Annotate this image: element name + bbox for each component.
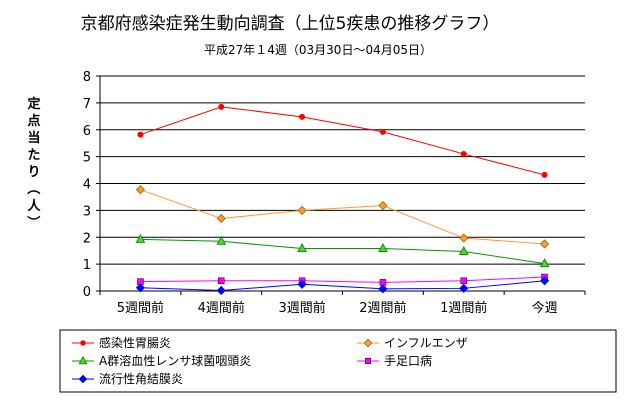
data-point bbox=[297, 242, 307, 253]
legend-label: 感染性胃腸炎 bbox=[99, 335, 171, 350]
legend-item: インフルエンザ bbox=[357, 336, 468, 350]
legend-item: 手足口病 bbox=[357, 353, 432, 368]
data-point bbox=[459, 233, 469, 243]
legend-marker bbox=[78, 355, 88, 365]
y-tick-label: 3 bbox=[83, 204, 91, 219]
data-point bbox=[539, 258, 550, 268]
data-point bbox=[378, 242, 388, 253]
y-axis-label-char: ） bbox=[25, 215, 41, 228]
series-line bbox=[140, 238, 545, 265]
x-tick-label: 3週間前 bbox=[278, 300, 325, 316]
data-point bbox=[135, 283, 145, 293]
legend-marker bbox=[363, 338, 373, 348]
x-tick-label: 5週間前 bbox=[117, 300, 164, 316]
x-tick-label: 今週 bbox=[532, 300, 558, 316]
series-line bbox=[140, 280, 545, 291]
legend-marker bbox=[365, 358, 371, 364]
series-4 bbox=[137, 273, 548, 286]
legend-marker bbox=[78, 374, 88, 384]
y-tick-label: 4 bbox=[83, 178, 91, 193]
data-point bbox=[540, 276, 550, 286]
data-point bbox=[216, 235, 227, 245]
data-point bbox=[378, 200, 388, 211]
legend-label: A群溶血性レンサ球菌咽頭炎 bbox=[99, 353, 251, 368]
legend-box bbox=[59, 329, 617, 393]
y-tick-label: 8 bbox=[83, 70, 91, 85]
legend-label: 手足口病 bbox=[384, 353, 432, 368]
data-point bbox=[299, 113, 306, 120]
data-point bbox=[297, 205, 307, 215]
data-point bbox=[137, 131, 144, 138]
y-axis-label-char: た bbox=[27, 148, 40, 163]
y-axis-label-char: 点 bbox=[27, 113, 40, 129]
y-tick-label: 1 bbox=[83, 258, 91, 273]
x-tick-label: 4週間前 bbox=[198, 300, 245, 316]
series-lines bbox=[135, 103, 550, 296]
series-3 bbox=[135, 233, 550, 268]
y-tick-label: 7 bbox=[83, 97, 91, 112]
x-tick-labels: 5週間前 4週間前 3週間前 2週間前 1週間前 今週 bbox=[117, 300, 558, 316]
data-point bbox=[216, 213, 226, 224]
data-point bbox=[460, 150, 467, 157]
y-axis-label-char: 人 bbox=[27, 198, 41, 214]
y-axis-label-char: 当 bbox=[27, 130, 40, 146]
data-point bbox=[460, 277, 467, 285]
legend-item: 流行性角結膜炎 bbox=[72, 372, 183, 386]
x-tick-label: 2週間前 bbox=[359, 300, 406, 316]
series-line bbox=[140, 276, 545, 283]
data-point bbox=[379, 128, 386, 135]
gridlines bbox=[100, 75, 585, 265]
y-tick-label: 0 bbox=[83, 285, 91, 300]
x-tick-label: 1週間前 bbox=[440, 300, 487, 316]
series-5 bbox=[135, 276, 550, 296]
data-point bbox=[459, 283, 469, 293]
axes bbox=[96, 75, 586, 295]
series-2 bbox=[135, 185, 550, 249]
data-point bbox=[458, 245, 469, 255]
series-line bbox=[140, 189, 545, 245]
data-point bbox=[218, 277, 225, 285]
data-point bbox=[218, 103, 225, 110]
series-line bbox=[140, 106, 545, 176]
y-axis-label-char: （ bbox=[25, 181, 41, 194]
data-point bbox=[540, 239, 550, 249]
y-tick-label: 2 bbox=[83, 231, 91, 246]
data-point bbox=[378, 284, 388, 294]
data-point bbox=[297, 279, 307, 289]
data-point bbox=[135, 185, 145, 195]
data-point bbox=[216, 285, 226, 296]
data-point bbox=[135, 233, 146, 243]
chart-subtitle: 平成27年１4週（03月30日～04月05日） bbox=[204, 43, 432, 57]
y-axis-label-char: 定 bbox=[26, 96, 40, 112]
legend-label: インフルエンザ bbox=[384, 336, 468, 350]
chart-title: 京都府感染症発生動向調査（上位5疾患の推移グラフ） bbox=[81, 14, 500, 34]
data-point bbox=[541, 171, 548, 178]
y-tick-labels: 0 1 2 3 4 5 6 7 8 bbox=[83, 70, 91, 300]
legend-marker bbox=[80, 340, 86, 346]
y-axis-label-char: り bbox=[27, 165, 40, 180]
legend-item: A群溶血性レンサ球菌咽頭炎 bbox=[72, 353, 251, 368]
legend-label: 流行性角結膜炎 bbox=[99, 372, 183, 386]
series-1 bbox=[137, 103, 548, 178]
y-tick-label: 5 bbox=[83, 151, 91, 166]
legend-item: 感染性胃腸炎 bbox=[72, 335, 171, 350]
y-tick-label: 6 bbox=[83, 124, 91, 139]
